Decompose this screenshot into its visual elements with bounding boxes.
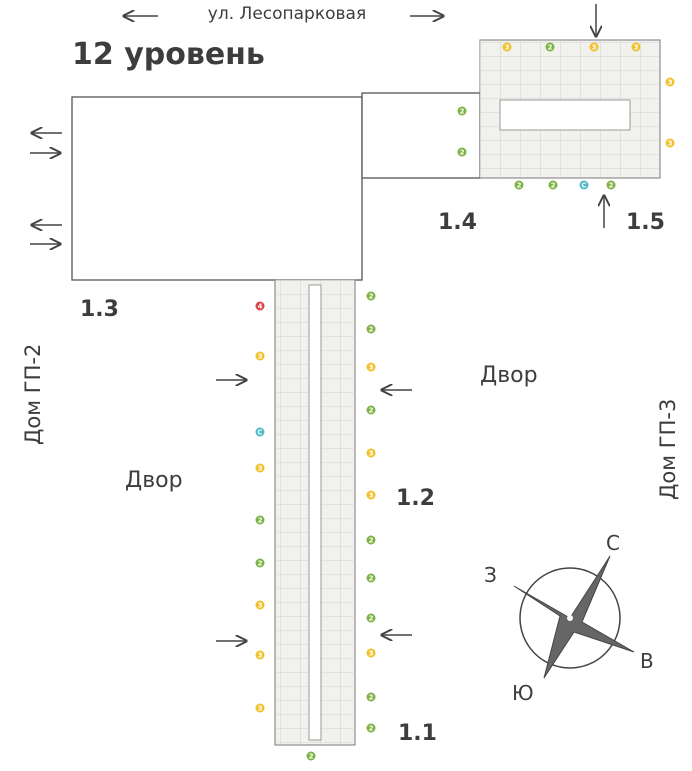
marker-dot: [366, 405, 376, 415]
marker-label: 3: [258, 705, 263, 713]
marker-dot: [255, 703, 265, 713]
yard-label: Двор: [125, 468, 183, 493]
marker-dot: [255, 515, 265, 525]
marker-dot: [545, 42, 555, 52]
marker-dot: [366, 291, 376, 301]
marker-label: 2: [309, 753, 314, 761]
marker-label: 4: [258, 303, 263, 311]
marker-dot: [366, 648, 376, 658]
marker-dot: [255, 558, 265, 568]
marker-label: 2: [369, 615, 374, 623]
marker-dot: [255, 463, 265, 473]
marker-dot: [502, 42, 512, 52]
marker-label: 3: [505, 44, 510, 52]
marker-label: 2: [369, 694, 374, 702]
marker-dot: [665, 77, 675, 87]
marker-dot: [306, 751, 316, 761]
marker-label: 3: [258, 465, 263, 473]
yard-label: Двор: [480, 363, 538, 388]
marker-label: 3: [369, 492, 374, 500]
marker-label: 2: [258, 560, 263, 568]
marker-label: 2: [369, 537, 374, 545]
marker-dot: [366, 490, 376, 500]
compass: [513, 555, 635, 679]
marker-dot: [255, 301, 265, 311]
section-label: 1.4: [438, 210, 477, 235]
marker-label: 3: [668, 140, 673, 148]
marker-label: С: [581, 182, 586, 190]
marker-dot: [366, 362, 376, 372]
section-label: 1.3: [80, 297, 119, 322]
entrance-arrows: [30, 4, 604, 641]
marker-dot: [606, 180, 616, 190]
house-label: Дом ГП-3: [656, 399, 680, 500]
marker-label: 2: [460, 149, 465, 157]
marker-dot: [255, 427, 265, 437]
section-label: 1.1: [398, 721, 437, 746]
marker-dot: [255, 351, 265, 361]
marker-dot: [366, 573, 376, 583]
corridor: [499, 99, 631, 131]
marker-label: С: [257, 429, 262, 437]
street-label: ул. Лесопарковая: [208, 4, 366, 24]
marker-dot: [457, 147, 467, 157]
corridor: [308, 284, 322, 741]
marker-label: 3: [592, 44, 597, 52]
marker-dot: [631, 42, 641, 52]
marker-label: 2: [369, 575, 374, 583]
compass-north: С: [606, 531, 620, 555]
marker-dot: [366, 448, 376, 458]
section-label: 1.5: [626, 210, 665, 235]
building-1-3: [71, 96, 363, 281]
marker-label: 2: [517, 182, 522, 190]
marker-label: 3: [634, 44, 639, 52]
level-title: 12 уровень: [72, 37, 265, 72]
marker-dot: [579, 180, 589, 190]
marker-label: 2: [548, 44, 553, 52]
compass-west: З: [484, 563, 497, 587]
marker-label: 3: [258, 353, 263, 361]
marker-dot: [366, 324, 376, 334]
marker-dot: [366, 535, 376, 545]
marker-label: 2: [369, 326, 374, 334]
marker-dot: [366, 723, 376, 733]
marker-dot: [366, 692, 376, 702]
marker-label: 3: [369, 650, 374, 658]
marker-dot: [457, 106, 467, 116]
marker-dot: [255, 600, 265, 610]
connector: [361, 92, 481, 179]
marker-label: 2: [369, 725, 374, 733]
compass-east: В: [640, 649, 654, 673]
section-label: 1.2: [396, 486, 435, 511]
marker-label: 2: [369, 407, 374, 415]
marker-label: 2: [609, 182, 614, 190]
compass-south: Ю: [512, 681, 534, 705]
marker-label: 2: [369, 293, 374, 301]
marker-label: 2: [258, 517, 263, 525]
marker-label: 3: [369, 364, 374, 372]
marker-dot: [255, 650, 265, 660]
marker-label: 3: [369, 450, 374, 458]
marker-dot: [665, 138, 675, 148]
marker-dot: [366, 613, 376, 623]
marker-label: 3: [258, 652, 263, 660]
marker-label: 2: [551, 182, 556, 190]
marker-dot: [589, 42, 599, 52]
house-label: Дом ГП-2: [21, 344, 45, 445]
marker-label: 2: [460, 108, 465, 116]
marker-dot: [548, 180, 558, 190]
marker-dot: [514, 180, 524, 190]
marker-label: 3: [258, 602, 263, 610]
marker-label: 3: [668, 79, 673, 87]
apartment-markers: 3 2 3 3 2 2 3 3 2 2 С 2 4 3 С 3 2 2 3 3 3 2 2 3 2 3 3 2 2 2 3 2 2 2: [255, 42, 675, 761]
